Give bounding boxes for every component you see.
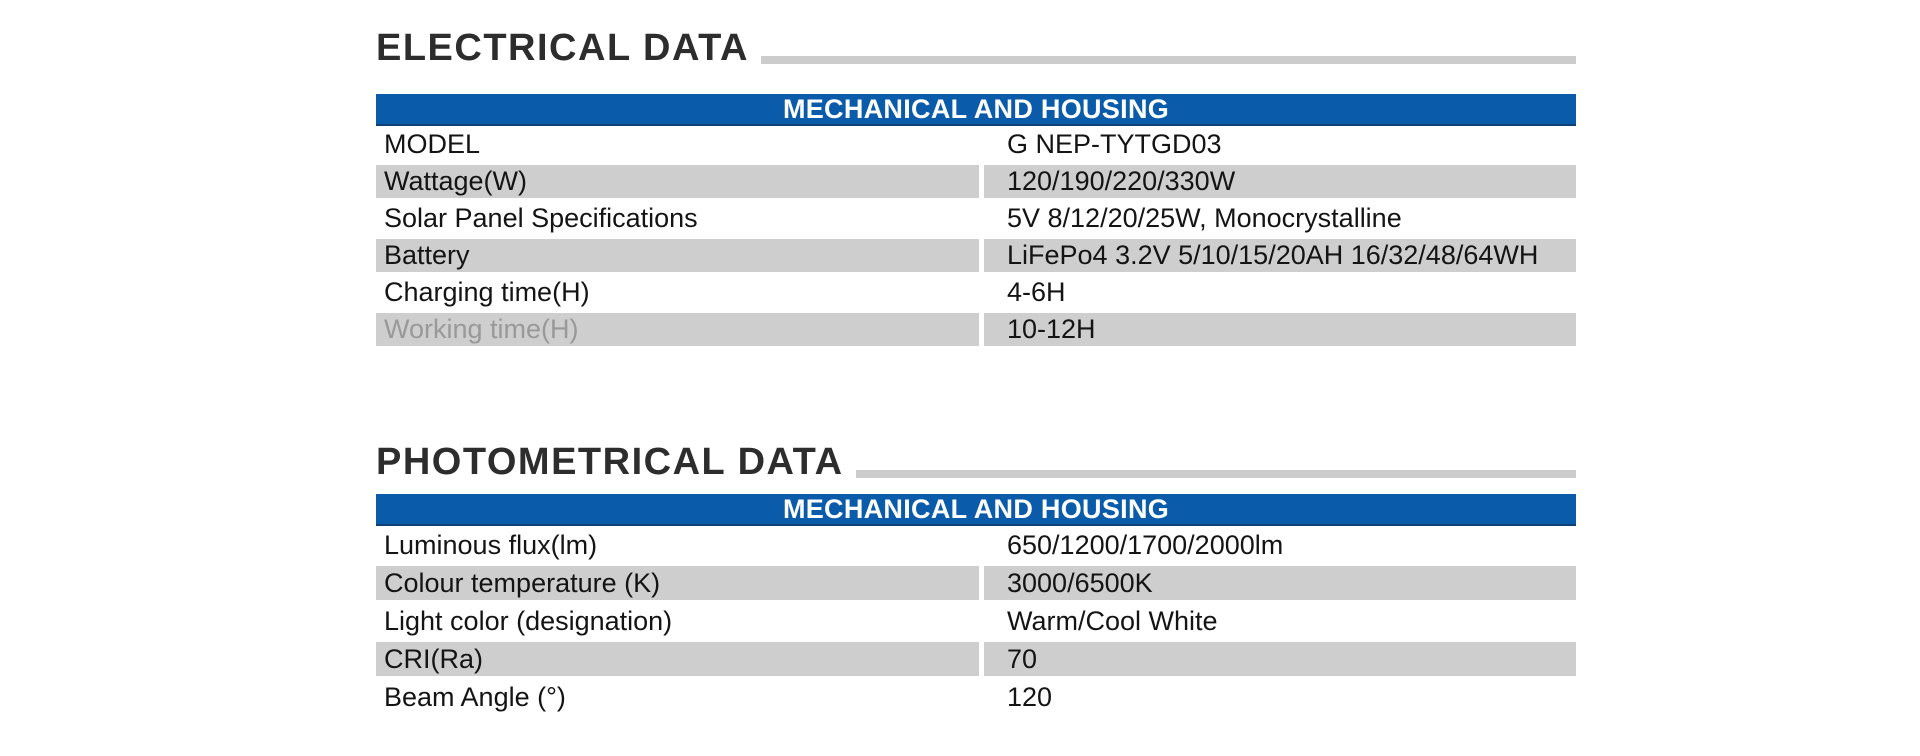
row-label: Battery: [376, 237, 979, 274]
table-row: Working time(H) 10-12H: [376, 311, 1576, 348]
table-row: Light color (designation) Warm/Cool Whit…: [376, 602, 1576, 640]
table-row: Beam Angle (°) 120: [376, 678, 1576, 716]
electrical-spec-table: MECHANICAL AND HOUSING MODEL G NEP-TYTGD…: [376, 94, 1576, 348]
table-row: Wattage(W) 120/190/220/330W: [376, 163, 1576, 200]
table-row: Colour temperature (K) 3000/6500K: [376, 564, 1576, 602]
row-label: Beam Angle (°): [384, 681, 566, 712]
row-value: LiFePo4 3.2V 5/10/15/20AH 16/32/48/64WH: [984, 237, 1576, 274]
section-title-row: PHOTOMETRICAL DATA: [376, 443, 1576, 481]
row-value: 650/1200/1700/2000lm: [1007, 529, 1284, 560]
row-value: G NEP-TYTGD03: [1007, 129, 1222, 159]
photometrical-spec-table: MECHANICAL AND HOUSING Luminous flux(lm)…: [376, 494, 1576, 716]
row-value: Warm/Cool White: [1007, 605, 1218, 636]
section-title: ELECTRICAL DATA: [376, 27, 749, 69]
table-row: Luminous flux(lm) 650/1200/1700/2000lm: [376, 526, 1576, 564]
row-value: 120: [1007, 681, 1053, 712]
table-row: Solar Panel Specifications 5V 8/12/20/25…: [376, 200, 1576, 237]
row-value: 4-6H: [1007, 277, 1066, 307]
row-label: Luminous flux(lm): [384, 529, 598, 560]
table-header-band: MECHANICAL AND HOUSING: [376, 494, 1576, 526]
row-label: CRI(Ra): [376, 640, 979, 678]
row-value: 70: [984, 640, 1576, 678]
section-photometrical-data: PHOTOMETRICAL DATA MECHANICAL AND HOUSIN…: [376, 443, 1576, 716]
row-value: 10-12H: [984, 311, 1576, 348]
row-label: Colour temperature (K): [376, 564, 979, 602]
row-label: Working time(H): [376, 311, 979, 348]
row-value: 120/190/220/330W: [984, 163, 1576, 200]
section-electrical-data: ELECTRICAL DATA MECHANICAL AND HOUSING M…: [376, 29, 1576, 348]
table-row: Charging time(H) 4-6H: [376, 274, 1576, 311]
row-value: 5V 8/12/20/25W, Monocrystalline: [1007, 203, 1402, 233]
title-divider-line: [760, 56, 1576, 64]
section-title: PHOTOMETRICAL DATA: [376, 441, 844, 483]
table-row: CRI(Ra) 70: [376, 640, 1576, 678]
row-label: Light color (designation): [384, 605, 673, 636]
table-row: Battery LiFePo4 3.2V 5/10/15/20AH 16/32/…: [376, 237, 1576, 274]
table-row: MODEL G NEP-TYTGD03: [376, 126, 1576, 163]
row-label: Charging time(H): [384, 277, 590, 307]
section-title-row: ELECTRICAL DATA: [376, 29, 1576, 67]
title-divider-line: [855, 470, 1576, 478]
row-value: 3000/6500K: [984, 564, 1576, 602]
row-label: Solar Panel Specifications: [384, 203, 698, 233]
row-label: Wattage(W): [376, 163, 979, 200]
table-header-band: MECHANICAL AND HOUSING: [376, 94, 1576, 126]
row-label: MODEL: [384, 129, 481, 159]
